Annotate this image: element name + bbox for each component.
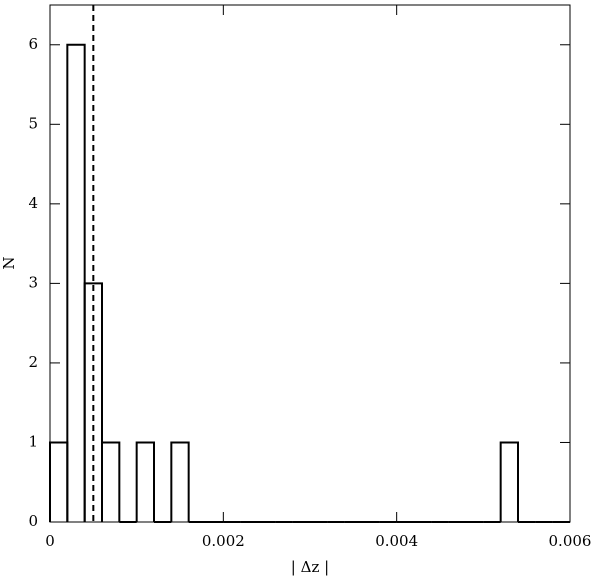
y-tick-label: 4 xyxy=(28,194,38,212)
histogram-bar xyxy=(83,282,103,522)
x-axis-label: | Δz | xyxy=(291,558,329,576)
histogram-bar xyxy=(170,441,190,522)
x-tick-label: 0.004 xyxy=(375,532,418,550)
x-tick-label: 0.002 xyxy=(202,532,245,550)
y-tick-label: 2 xyxy=(28,353,38,371)
y-tick-label: 0 xyxy=(28,512,38,530)
y-tick-label: 3 xyxy=(28,273,38,291)
plot-frame xyxy=(49,4,571,523)
histogram-bar xyxy=(135,441,155,522)
y-tick-label: 6 xyxy=(28,35,38,53)
histogram-bar xyxy=(66,43,86,522)
y-axis-label: N xyxy=(0,256,18,269)
histogram-bar xyxy=(101,441,121,522)
x-tick-label: 0 xyxy=(45,532,55,550)
histogram-bar xyxy=(49,441,69,522)
y-tick-label: 1 xyxy=(28,432,38,450)
y-tick-label: 5 xyxy=(28,114,38,132)
histogram-bar xyxy=(499,441,519,522)
x-tick-label: 0.006 xyxy=(549,532,592,550)
